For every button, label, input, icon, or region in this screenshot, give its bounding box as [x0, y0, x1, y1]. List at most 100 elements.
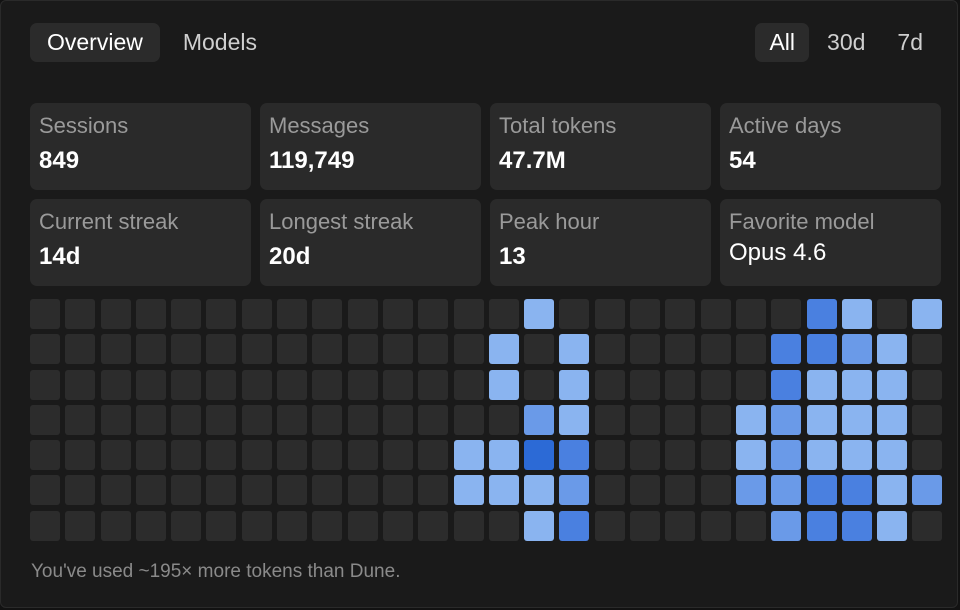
- stat-card-favorite-model: Favorite model Opus 4.6: [720, 199, 941, 286]
- heatmap-cell: [347, 510, 378, 541]
- stat-card-longest-streak: Longest streak 20d: [260, 199, 481, 286]
- heatmap-cell: [735, 404, 766, 435]
- stat-value: Opus 4.6: [729, 239, 827, 266]
- stat-value: 54: [729, 147, 756, 174]
- heatmap-cell: [382, 299, 413, 329]
- heatmap-cell: [877, 475, 908, 506]
- activity-heatmap: [30, 299, 943, 541]
- heatmap-cell: [877, 334, 908, 365]
- heatmap-cell: [877, 299, 908, 329]
- tab-overview[interactable]: Overview: [30, 23, 160, 62]
- heatmap-cell: [665, 475, 696, 506]
- heatmap-cell: [382, 510, 413, 541]
- heatmap-cell: [806, 369, 837, 400]
- heatmap-cell: [630, 369, 661, 400]
- heatmap-cell: [241, 404, 272, 435]
- heatmap-cell: [135, 440, 166, 471]
- heatmap-cell: [841, 334, 872, 365]
- heatmap-cell: [171, 510, 202, 541]
- heatmap-cell: [594, 510, 625, 541]
- heatmap-cell: [135, 510, 166, 541]
- heatmap-cell: [277, 510, 308, 541]
- heatmap-cell: [418, 440, 449, 471]
- heatmap-cell: [630, 334, 661, 365]
- heatmap-cell: [806, 334, 837, 365]
- heatmap-cell: [312, 299, 343, 329]
- heatmap-cell: [206, 440, 237, 471]
- range-selector: All 30d 7d: [755, 23, 937, 62]
- heatmap-cell: [806, 510, 837, 541]
- heatmap-cell: [700, 404, 731, 435]
- heatmap-cell: [665, 510, 696, 541]
- heatmap-cell: [312, 440, 343, 471]
- heatmap-cell: [241, 475, 272, 506]
- heatmap-cell: [135, 369, 166, 400]
- heatmap-cell: [700, 369, 731, 400]
- heatmap-cell: [206, 334, 237, 365]
- heatmap-cell: [206, 404, 237, 435]
- heatmap-cell: [665, 334, 696, 365]
- heatmap-cell: [806, 299, 837, 329]
- heatmap-cell: [806, 404, 837, 435]
- heatmap-cell: [665, 299, 696, 329]
- range-7d-button[interactable]: 7d: [897, 29, 923, 55]
- heatmap-cell: [206, 369, 237, 400]
- heatmap-cell: [171, 440, 202, 471]
- heatmap-cell: [735, 299, 766, 329]
- heatmap-cell: [841, 299, 872, 329]
- heatmap-cell: [771, 475, 802, 506]
- range-30d-button[interactable]: 30d: [827, 29, 866, 55]
- heatmap-cell: [100, 475, 131, 506]
- heatmap-cell: [665, 440, 696, 471]
- heatmap-cell: [135, 334, 166, 365]
- heatmap-cell: [65, 369, 96, 400]
- heatmap-cell: [312, 475, 343, 506]
- heatmap-cell: [488, 440, 519, 471]
- heatmap-cell: [241, 299, 272, 329]
- heatmap-cell: [630, 475, 661, 506]
- heatmap-cell: [30, 404, 60, 435]
- heatmap-cell: [418, 510, 449, 541]
- stat-card-peak-hour: Peak hour 13: [490, 199, 711, 286]
- heatmap-cell: [30, 510, 60, 541]
- heatmap-cell: [135, 404, 166, 435]
- heatmap-cell: [277, 334, 308, 365]
- heatmap-cell: [524, 510, 555, 541]
- heatmap-cell: [771, 334, 802, 365]
- heatmap-cell: [312, 510, 343, 541]
- heatmap-cell: [135, 299, 166, 329]
- heatmap-cell: [594, 334, 625, 365]
- heatmap-cell: [771, 299, 802, 329]
- heatmap-cell: [841, 404, 872, 435]
- heatmap-cell: [488, 334, 519, 365]
- heatmap-cell: [312, 369, 343, 400]
- heatmap-cell: [735, 475, 766, 506]
- heatmap-cell: [771, 404, 802, 435]
- heatmap-cell: [312, 404, 343, 435]
- heatmap-cell: [912, 404, 943, 435]
- heatmap-cell: [241, 334, 272, 365]
- heatmap-cell: [594, 369, 625, 400]
- heatmap-cell: [30, 299, 60, 329]
- stat-value: 13: [499, 243, 526, 270]
- heatmap-cell: [877, 510, 908, 541]
- heatmap-cell: [171, 334, 202, 365]
- stat-label: Total tokens: [499, 113, 617, 138]
- heatmap-cell: [524, 475, 555, 506]
- heatmap-cell: [347, 404, 378, 435]
- heatmap-cell: [594, 475, 625, 506]
- heatmap-cell: [877, 369, 908, 400]
- range-all-button[interactable]: All: [755, 23, 810, 62]
- heatmap-cell: [912, 475, 943, 506]
- heatmap-cell: [418, 369, 449, 400]
- heatmap-cell: [630, 404, 661, 435]
- heatmap-cell: [488, 299, 519, 329]
- view-tabs: Overview Models: [30, 23, 274, 62]
- heatmap-cell: [418, 475, 449, 506]
- heatmap-cell: [488, 369, 519, 400]
- tab-models[interactable]: Models: [182, 29, 258, 55]
- heatmap-cell: [171, 299, 202, 329]
- heatmap-cell: [559, 369, 590, 400]
- heatmap-cell: [100, 404, 131, 435]
- heatmap-cell: [453, 440, 484, 471]
